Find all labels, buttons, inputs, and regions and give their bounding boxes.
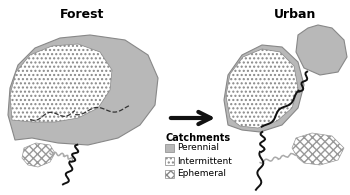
Bar (165, 170, 174, 178)
Polygon shape (296, 25, 347, 75)
Polygon shape (224, 45, 304, 132)
Text: Ephemeral: Ephemeral (177, 169, 226, 178)
Text: Perennial: Perennial (177, 144, 219, 152)
Polygon shape (8, 35, 158, 145)
Polygon shape (10, 44, 112, 122)
Bar (165, 157, 174, 165)
Text: Urban: Urban (274, 8, 316, 21)
Text: Intermittent: Intermittent (177, 157, 232, 166)
Text: Forest: Forest (60, 8, 104, 21)
Text: Catchments: Catchments (165, 133, 230, 143)
Polygon shape (292, 133, 344, 165)
Bar (165, 144, 174, 152)
Polygon shape (226, 49, 298, 128)
Polygon shape (22, 143, 55, 167)
